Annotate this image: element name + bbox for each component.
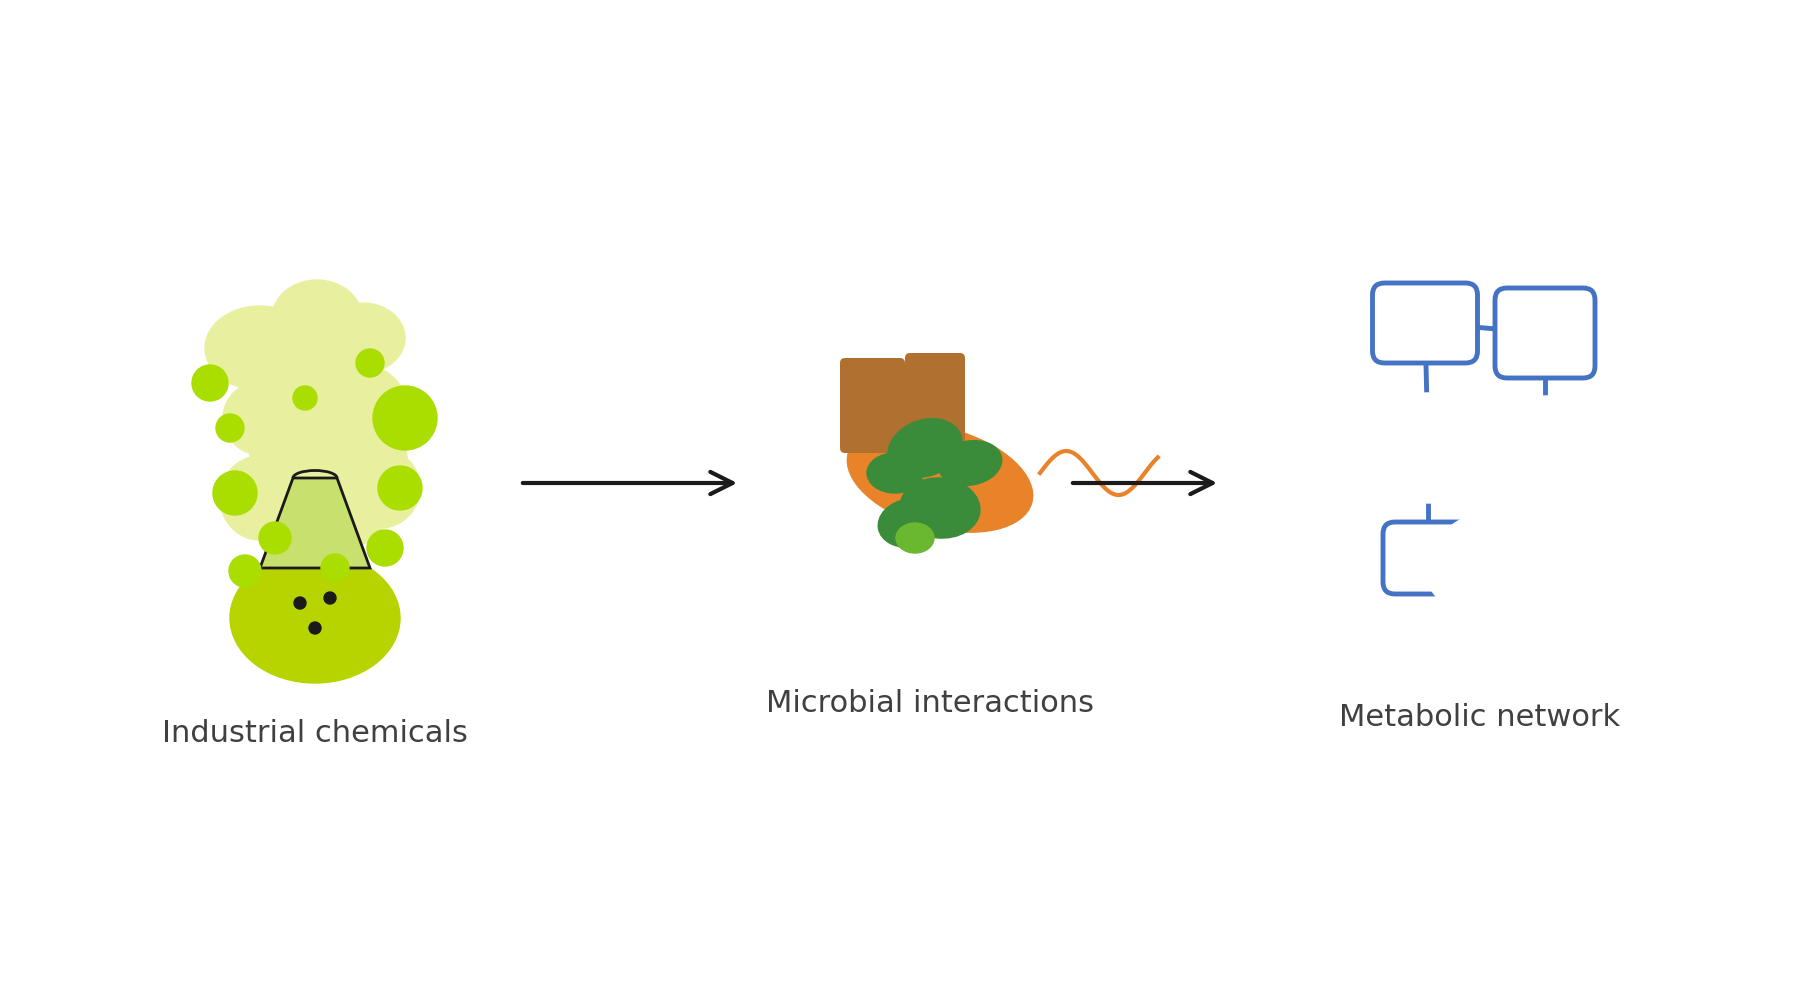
Ellipse shape [896, 523, 934, 553]
Ellipse shape [250, 335, 371, 431]
Circle shape [373, 386, 437, 450]
Circle shape [356, 349, 383, 377]
Ellipse shape [868, 453, 923, 493]
Ellipse shape [900, 478, 979, 538]
Ellipse shape [1435, 396, 1654, 520]
Ellipse shape [850, 379, 950, 457]
Ellipse shape [230, 553, 400, 683]
Circle shape [259, 522, 292, 554]
Ellipse shape [223, 380, 308, 456]
Ellipse shape [878, 498, 941, 547]
Polygon shape [259, 478, 371, 568]
Ellipse shape [238, 581, 392, 655]
Ellipse shape [887, 419, 961, 478]
Circle shape [293, 386, 317, 410]
FancyBboxPatch shape [905, 353, 965, 443]
Ellipse shape [272, 280, 362, 356]
Text: Metabolic network: Metabolic network [1339, 703, 1620, 733]
Ellipse shape [304, 363, 405, 443]
Ellipse shape [1348, 393, 1508, 503]
Circle shape [367, 530, 403, 566]
Text: Microbial interactions: Microbial interactions [767, 688, 1094, 718]
Circle shape [193, 365, 229, 401]
Circle shape [310, 622, 320, 634]
Ellipse shape [281, 455, 391, 551]
FancyBboxPatch shape [1382, 522, 1472, 594]
Ellipse shape [340, 448, 419, 528]
Circle shape [293, 597, 306, 609]
Ellipse shape [322, 420, 407, 496]
Circle shape [212, 471, 257, 515]
FancyBboxPatch shape [1496, 288, 1595, 378]
Ellipse shape [320, 303, 405, 373]
Circle shape [229, 555, 261, 587]
Ellipse shape [250, 408, 360, 498]
Ellipse shape [220, 456, 301, 540]
FancyBboxPatch shape [841, 358, 905, 453]
Ellipse shape [205, 306, 315, 390]
Text: Industrial chemicals: Industrial chemicals [162, 719, 468, 748]
Ellipse shape [938, 441, 1003, 486]
FancyBboxPatch shape [1372, 283, 1478, 363]
Circle shape [324, 592, 337, 604]
Ellipse shape [848, 424, 1033, 532]
Circle shape [320, 554, 349, 582]
Ellipse shape [1426, 500, 1665, 636]
Circle shape [216, 414, 245, 442]
Circle shape [378, 466, 421, 510]
